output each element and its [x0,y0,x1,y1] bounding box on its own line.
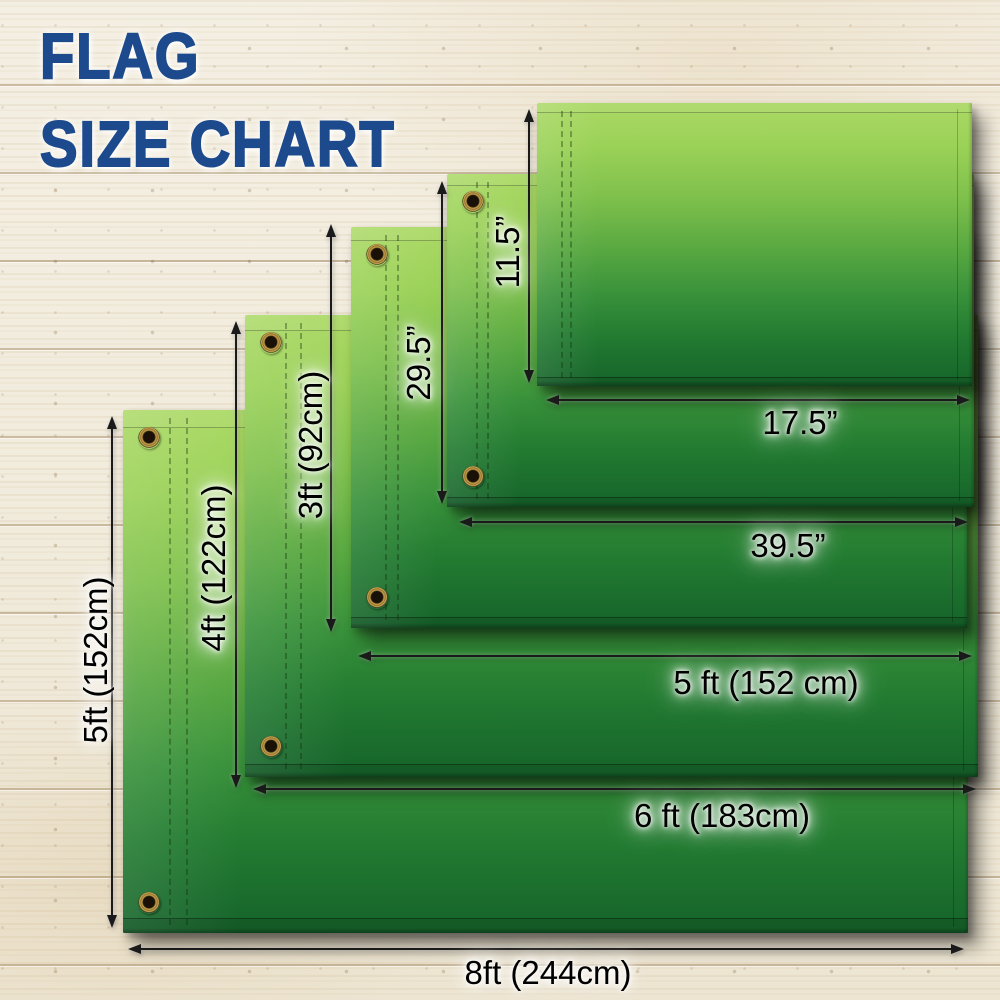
pole-hem-stitch-line [285,323,287,769]
pole-hem-stitch-line [397,235,399,620]
width-dimension-arrow [459,517,968,527]
grommet-icon [462,466,484,488]
flag-top-hem [537,103,972,113]
grommet-icon [462,191,484,213]
bottom-edge-shade [123,928,968,933]
grommet-icon [366,587,388,609]
pole-hem-stitch-line [385,235,387,620]
flag-bottom-hem [537,377,972,386]
height-dimension-arrow [437,181,447,504]
bottom-edge-shade [447,502,974,507]
flag-bottom-hem [123,918,968,933]
flag-bottom-hem [447,497,974,507]
pole-hem-stitch-line [169,418,171,925]
width-dimension-arrow [253,784,976,794]
bottom-edge-shade [351,623,967,628]
height-dimension-label: 3ft (92cm) [292,370,329,520]
grommet-icon [260,736,282,758]
grommet-icon [260,332,282,354]
pole-hem-stitch-line [487,182,489,499]
pole-hem-stitch-line [476,182,478,499]
width-dimension-arrow [546,395,970,405]
width-dimension-label: 6 ft (183cm) [633,797,811,834]
height-dimension-label: 4ft (122cm) [195,484,232,652]
grommet-icon [138,892,160,914]
width-dimension-arrow [358,651,972,661]
page-title-line1: FLAG [39,20,201,92]
flag-bottom-hem [351,617,967,628]
flag-1 [537,103,972,386]
bottom-edge-shade [245,772,978,777]
width-dimension-label: 39.5” [750,527,826,564]
pole-hem-stitch-line [186,418,188,925]
grommet-icon [366,244,388,266]
height-dimension-arrow [326,224,336,632]
page-title: FLAG SIZE CHART [39,20,444,180]
pole-hem-stitch-line [561,111,563,378]
right-edge-shade [974,315,978,777]
height-dimension-arrow [107,416,117,928]
pole-hem-stitch-line [300,323,302,769]
right-hem-fold [957,109,958,380]
page-title-line2: SIZE CHART [39,108,396,180]
bottom-edge-shade [537,381,972,386]
pole-hem-stitch-line [570,111,572,378]
width-dimension-label: 5 ft (152 cm) [673,664,859,701]
height-dimension-label: 11.5” [489,215,526,289]
width-dimension-label: 8ft (244cm) [464,954,632,991]
grommet-icon [138,427,160,449]
right-edge-shade [968,103,972,386]
height-dimension-label: 5ft (152cm) [77,576,114,744]
height-dimension-label: 29.5” [400,325,437,401]
height-dimension-arrow [524,109,534,383]
width-dimension-label: 17.5” [762,404,838,441]
flag-bottom-hem [245,764,978,777]
right-edge-shade [970,174,974,507]
width-dimension-arrow [128,944,964,954]
height-dimension-arrow [231,321,241,788]
